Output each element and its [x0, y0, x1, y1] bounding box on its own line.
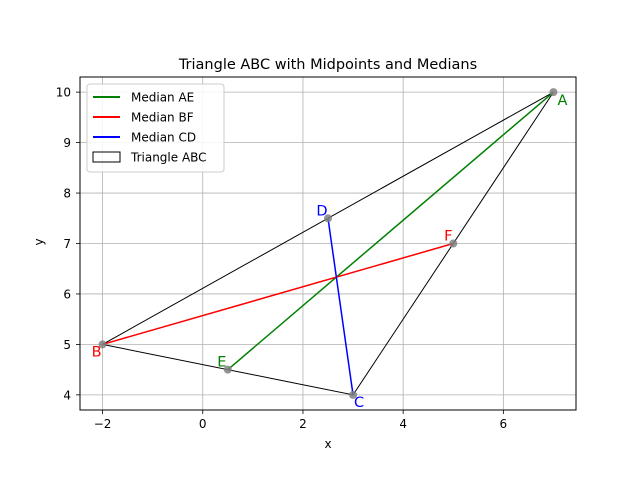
x-tick-label: −2 [94, 417, 112, 431]
point-label-c: C [354, 395, 364, 411]
y-tick-label: 6 [63, 287, 71, 301]
point-label-b: B [92, 344, 102, 360]
point-a [549, 88, 558, 97]
x-tick-label: 2 [299, 417, 307, 431]
legend-box [86, 83, 225, 173]
y-tick-label: 5 [63, 338, 71, 352]
plot-area: A B C D E F [92, 88, 567, 411]
legend: Median AE Median BF Median CD Triangle ABC [86, 83, 225, 173]
point-label-d: D [316, 203, 327, 219]
x-tick-label: 0 [199, 417, 207, 431]
x-tick-label: 6 [500, 417, 508, 431]
y-tick-label: 10 [56, 86, 71, 100]
legend-swatch-3 [92, 151, 121, 163]
y-tick-label: 4 [63, 388, 71, 402]
point-d [324, 214, 332, 223]
x-tick-label: 4 [399, 417, 407, 431]
median-line-2 [327, 218, 354, 395]
median-line-0 [227, 91, 554, 371]
legend-label-3: Triangle ABC [130, 151, 207, 165]
axes: −2 0 2 4 6 4 5 6 7 8 9 10 [56, 76, 577, 431]
y-tick-label: 9 [63, 136, 71, 150]
point-label-e: E [217, 355, 226, 371]
x-axis-label: x [324, 437, 331, 451]
y-axis-label: y [32, 238, 46, 245]
point-c [349, 390, 358, 399]
point-label-a: A [557, 93, 567, 109]
median-line-1 [102, 242, 454, 346]
point-label-f: F [444, 229, 452, 245]
point-f [449, 239, 458, 248]
point-b [98, 340, 107, 349]
chart-title: Triangle ABC with Midpoints and Medians [178, 57, 477, 73]
point-e [223, 365, 232, 374]
y-tick-label: 7 [63, 237, 71, 251]
legend-label-2: Median CD [131, 131, 196, 145]
legend-label-1: Median BF [131, 111, 194, 125]
legend-label-0: Median AE [131, 91, 194, 105]
y-tick-label: 8 [63, 187, 71, 201]
